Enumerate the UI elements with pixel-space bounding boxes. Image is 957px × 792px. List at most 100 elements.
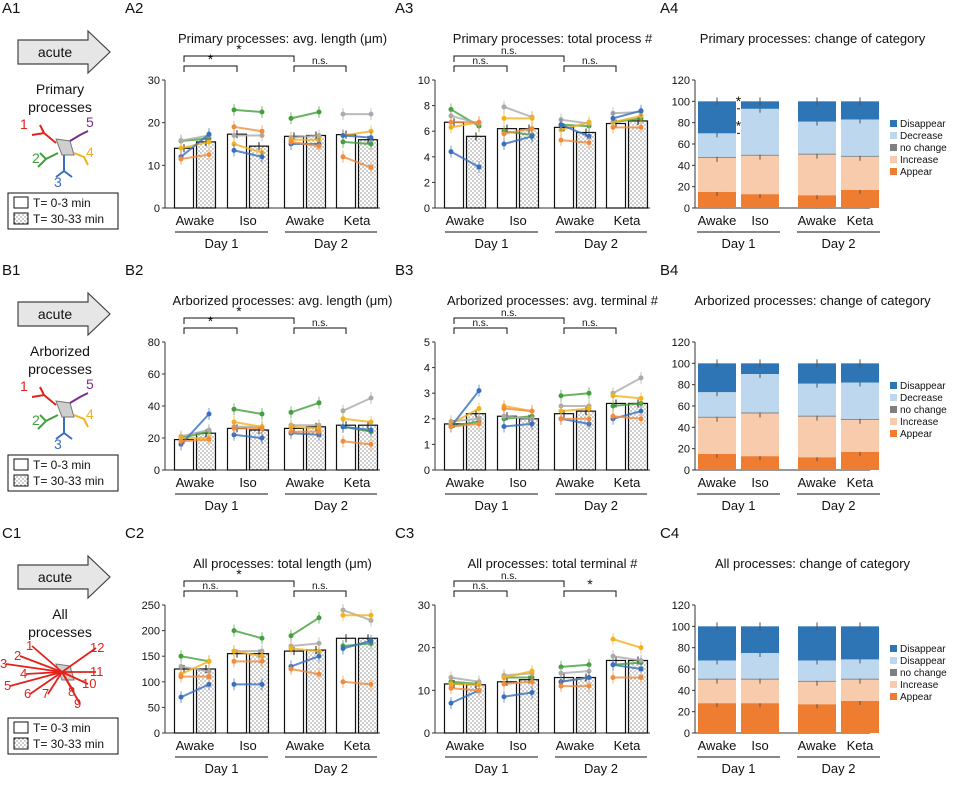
stacked-segment: [741, 363, 779, 374]
bar: [605, 122, 627, 209]
stacked-segment: [841, 679, 879, 701]
y-tick-label: 20: [678, 707, 690, 719]
y-tick-label: 6: [424, 126, 430, 138]
x-category-label: Keta: [847, 213, 875, 228]
data-point: [638, 408, 644, 414]
process-branch: [61, 647, 97, 673]
process-branch: [37, 414, 59, 430]
significance-label: *: [736, 117, 742, 133]
significance-bracket: [293, 65, 347, 72]
data-point: [340, 424, 346, 430]
data-line: [180, 133, 210, 158]
significance-bracket: [563, 65, 617, 72]
data-point: [316, 109, 322, 115]
legend-swatch: [890, 669, 897, 676]
significance-bracket: [453, 55, 565, 62]
data-line: [233, 125, 263, 133]
stacked-chart-b4: B4 Arborized processes: change of categor…: [660, 262, 947, 513]
data-point: [340, 416, 346, 422]
stacked-segment: [798, 704, 836, 733]
data-point: [501, 675, 507, 681]
x-category-label: Awake: [286, 213, 325, 228]
data-line: [612, 415, 642, 420]
data-point: [259, 681, 265, 687]
stacked-segment: [841, 419, 879, 452]
process-number: 1: [26, 638, 33, 653]
process-number: 3: [0, 656, 7, 671]
data-line: [560, 392, 590, 397]
significance-bracket: [453, 317, 565, 324]
stacked-segment: [841, 363, 879, 383]
data-point: [501, 104, 507, 110]
data-line: [450, 689, 480, 705]
data-point: [476, 687, 482, 693]
data-point: [638, 375, 644, 381]
stacked-segment: [841, 659, 879, 679]
process-branch: [61, 671, 89, 685]
data-line: [612, 402, 642, 407]
data-point: [610, 653, 616, 659]
data-point: [586, 668, 592, 674]
x-category-label: Keta: [847, 738, 875, 753]
data-line: [450, 422, 480, 428]
y-tick-label: 20: [678, 444, 690, 456]
legend-label: T= 0-3 min: [33, 196, 91, 210]
data-line: [612, 114, 642, 124]
y-tick-label: 20: [418, 643, 430, 655]
significance-label: n.s.: [312, 581, 328, 592]
data-point: [206, 427, 212, 433]
legend-label: Appear: [900, 692, 933, 703]
process-number: 3: [54, 174, 62, 190]
bar: [357, 139, 379, 209]
data-point: [558, 408, 564, 414]
data-point: [448, 106, 454, 112]
legend-label: Decrease: [900, 393, 943, 404]
data-point: [448, 113, 454, 119]
data-point: [529, 679, 535, 685]
acute-arrow-shape: [17, 554, 111, 600]
bar: [305, 649, 327, 734]
data-point: [259, 425, 265, 431]
data-point: [259, 154, 265, 160]
process-branch: [55, 417, 73, 440]
day-label: Day 2: [314, 498, 348, 513]
legend-label: no change: [900, 405, 947, 416]
bar: [335, 424, 357, 471]
significance-bracket: [183, 65, 238, 72]
y-tick-label: 60: [678, 664, 690, 676]
data-point: [206, 674, 212, 680]
data-line: [450, 150, 480, 168]
data-point: [340, 679, 346, 685]
data-line: [503, 130, 533, 137]
process-number: 2: [32, 150, 40, 166]
stacked-segment: [798, 660, 836, 681]
data-line: [450, 682, 480, 686]
bar: [195, 141, 217, 209]
x-category-label: Iso: [751, 475, 768, 490]
data-point: [231, 681, 237, 687]
y-tick-label: 4: [424, 363, 430, 375]
bar-chart-a3: A3 Primary processes: total process # 0 2 4 6…: [395, 0, 653, 251]
x-category-label: Awake: [798, 213, 837, 228]
process-number: 3: [54, 436, 62, 452]
bar-chart-c2: C2 All processes: total length (μm) 0 50 100…: [125, 525, 380, 776]
process-number: 5: [86, 114, 94, 130]
data-point: [340, 646, 346, 652]
process-number: 5: [86, 376, 94, 392]
bar: [443, 683, 465, 734]
stacked-segment: [798, 626, 836, 661]
day-label: Day 1: [205, 761, 239, 776]
data-point: [231, 147, 237, 153]
data-point: [610, 675, 616, 681]
data-point: [638, 657, 644, 663]
stacked-segment: [798, 195, 836, 208]
process-branch: [61, 671, 81, 705]
bar: [248, 653, 270, 734]
data-point: [259, 658, 265, 664]
x-category-label: Awake: [446, 738, 485, 753]
x-category-label: Keta: [344, 475, 372, 490]
process-branch: [19, 655, 63, 673]
data-point: [501, 115, 507, 121]
y-tick-label: 30: [148, 75, 160, 87]
bar: [605, 659, 627, 734]
